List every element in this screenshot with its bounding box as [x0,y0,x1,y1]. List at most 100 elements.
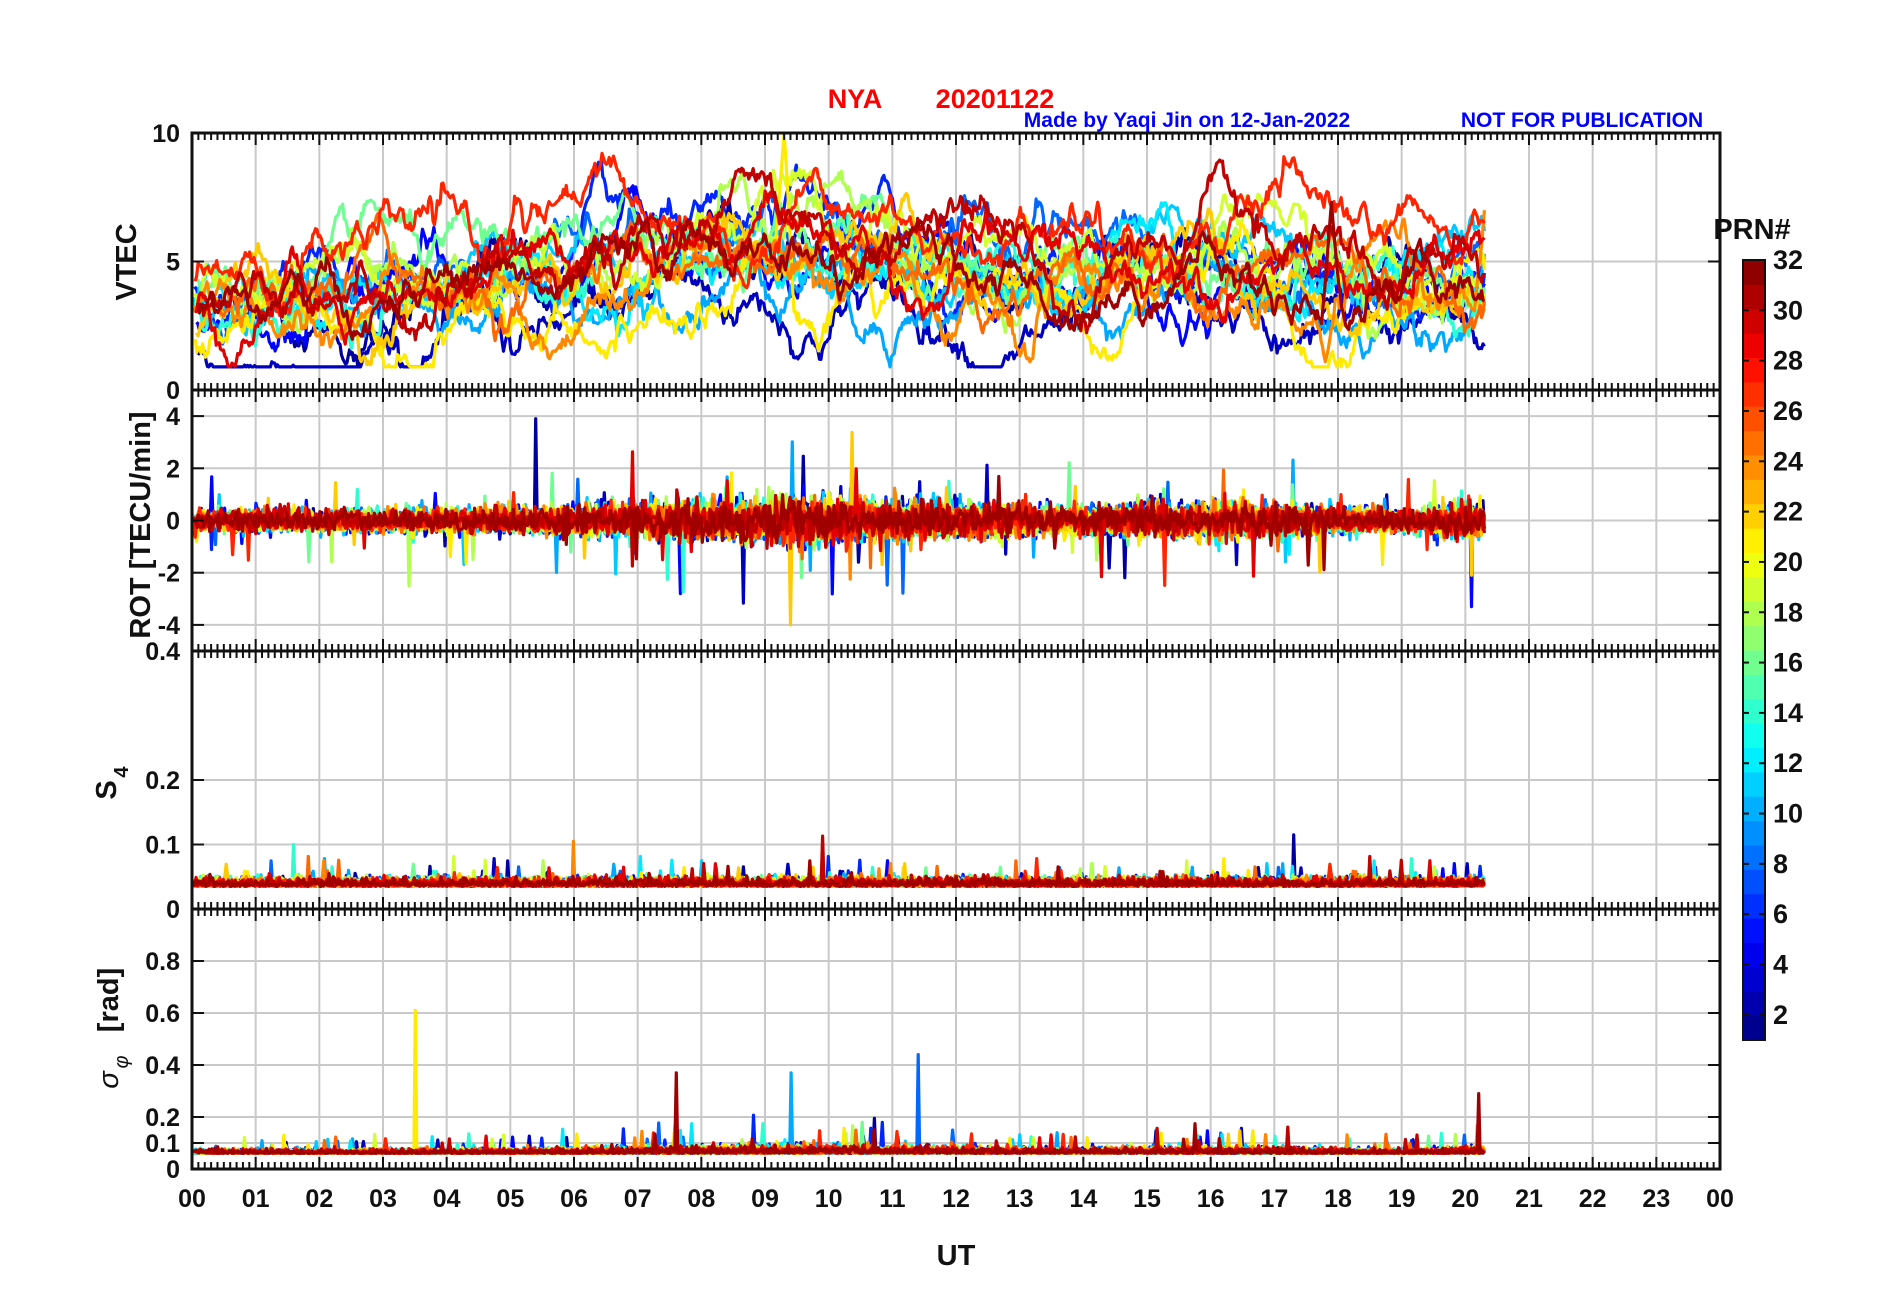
colorbar-swatch [1743,991,1765,1017]
colorbar-tick-label: 12 [1773,748,1803,778]
colorbar-swatch [1743,845,1765,870]
colorbar-tick-label: 6 [1773,899,1788,929]
x-tick-label: 19 [1388,1185,1416,1213]
s4-ytick-label: 0.4 [145,638,180,666]
vtec-series-prn-31 [197,200,1486,341]
sigma_phi-series-prn-31 [193,1071,1486,1155]
colorbar-swatch [1743,381,1765,407]
colorbar-swatch [1743,357,1765,383]
rot-series-prn-30 [194,488,1486,568]
sigma-phi-ylabel: σ φ [rad] [93,968,133,1089]
colorbar-frame [1742,259,1766,1041]
x-tick-label: 22 [1579,1185,1607,1213]
colorbar-swatch [1743,918,1765,943]
colorbar-swatch [1743,796,1765,822]
x-tick-label: 12 [942,1185,970,1213]
colorbar-tick-label: 14 [1773,698,1803,728]
x-tick-label: 18 [1324,1185,1352,1213]
colorbar-tick-label: 22 [1773,497,1803,527]
colorbar-swatch [1743,869,1765,895]
s4-series-prn-31 [192,859,1486,888]
colorbar-swatch [1743,698,1765,724]
colorbar-swatch [1743,576,1765,602]
colorbar-swatch [1743,260,1765,285]
vtec-ytick-label: 5 [166,249,180,277]
colorbar-tick-label: 30 [1773,295,1803,325]
x-tick-label: 07 [624,1185,652,1213]
x-tick-label: 00 [1706,1185,1734,1213]
colorbar-swatch [1743,406,1765,432]
chart-title-station: NYA [828,84,883,114]
x-tick-label: 03 [369,1185,397,1213]
vtec-ylabel: VTEC [111,223,143,300]
colorbar-swatch [1743,479,1765,505]
colorbar-swatch [1743,455,1765,480]
colorbar-swatch [1743,308,1765,334]
rot-ytick-label: 2 [166,455,180,483]
rot-ytick-label: 0 [166,508,180,536]
x-tick-label: 01 [242,1185,270,1213]
colorbar-tick-label: 8 [1773,849,1788,879]
x-tick-label: 06 [560,1185,588,1213]
sigma_phi-panel: 00.10.2 0.4 0.6 0.8 [145,907,1722,1184]
svg-text:σ: σ [93,1070,125,1089]
x-tick-label: 00 [178,1185,206,1213]
colorbar-tick-label: 26 [1773,396,1803,426]
s4-ylabel: S 4 [91,766,133,800]
colorbar-swatch [1743,771,1765,797]
colorbar-swatch [1743,528,1765,553]
colorbar-swatch [1743,284,1765,310]
colorbar-tick-label: 10 [1773,799,1803,829]
x-tick-label: 20 [1451,1185,1479,1213]
rot-ylabel: ROT [TECU/min] [125,411,157,638]
s4-ytick-label: 0.1 [145,832,180,860]
colorbar-swatch [1743,552,1765,578]
svg-text:φ: φ [111,1055,133,1068]
svg-text:[rad]: [rad] [93,968,125,1032]
chart-notice: NOT FOR PUBLICATION [1461,109,1703,132]
colorbar-swatch [1743,820,1765,846]
colorbar-swatch [1743,601,1765,627]
colorbar-tick-label: 16 [1773,648,1803,678]
colorbar-tick-label: 4 [1773,950,1788,980]
colorbar-swatch [1743,650,1765,675]
rot-ytick-label: 4 [166,403,180,431]
x-tick-label: 09 [751,1185,779,1213]
x-tick-label: 05 [496,1185,524,1213]
x-tick-label: 17 [1260,1185,1288,1213]
x-tick-label: 13 [1006,1185,1034,1213]
chart-credit: Made by Yaqi Jin on 12-Jan-2022 [1024,109,1350,132]
vtec-ytick-label: 10 [152,120,180,148]
vtec-series-group [192,133,1486,369]
colorbar-title: PRN# [1713,214,1790,246]
vtec-series-prn-27 [193,151,1486,318]
s4-series-group [192,833,1486,888]
x-axis-ticks: 00 01 02 03 04 05 06 07 08 09 10 11 12 13 14 15 16 17 18 19… [178,1185,1734,1213]
colorbar-tick-label: 28 [1773,346,1803,376]
chart-title-date: 20201122 [936,84,1055,114]
colorbar-swatch [1743,966,1765,992]
vtec-series-prn-22 [195,191,1486,367]
rot-series-group [192,417,1486,627]
svg-text:4: 4 [111,766,133,778]
svg-text:S: S [91,780,123,799]
sigma_phi-ytick-label: 0 [166,1156,180,1184]
sigma_phi-ytick-label: 0.2 [145,1104,180,1132]
colorbar-swatch [1743,942,1765,968]
sigma_phi-ytick-label: 0.1 [145,1130,180,1158]
colorbar-swatch [1743,723,1765,748]
rot-ytick-label: -4 [158,612,180,640]
colorbar-swatch [1743,1015,1765,1041]
sigma_phi-series-group [192,1008,1486,1155]
x-tick-label: 23 [1642,1185,1670,1213]
vtec-series-prn-30 [196,158,1486,342]
colorbar-swatch [1743,503,1765,529]
rot-series-prn-31 [193,474,1486,572]
colorbar-tick-label: 32 [1773,245,1803,275]
sigma_phi-ytick-label: 0.8 [145,948,180,976]
rot-ytick-label: -2 [158,560,180,588]
sigma_phi-ytick-label: 0.6 [145,1000,180,1028]
